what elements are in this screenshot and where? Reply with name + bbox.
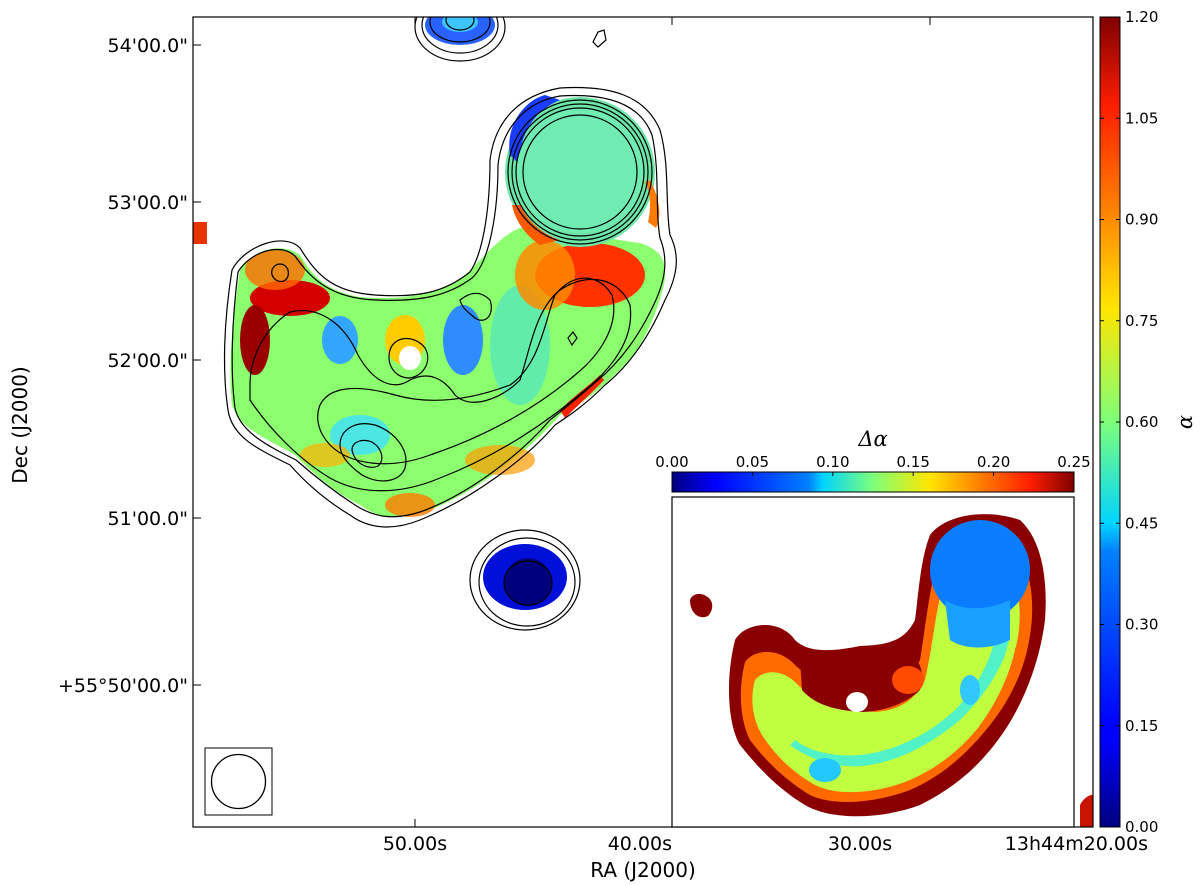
y-tick-label: +55°50'00.0" — [58, 675, 188, 697]
error-patch — [809, 758, 841, 782]
alpha-colorbar-ticks: 0.00 0.15 0.30 0.45 0.60 0.75 0.90 1.05 1.20 — [1100, 8, 1158, 836]
x-tick-label: 13h44m20.00s — [1005, 833, 1148, 855]
alpha-patch — [490, 285, 550, 405]
alpha-colorbar-tick-label: 0.30 — [1125, 616, 1158, 634]
alpha-patch — [240, 305, 270, 375]
delta-alpha-colorbar-tick-label: 0.00 — [655, 453, 688, 471]
alpha-patch — [385, 493, 435, 517]
alpha-patch — [509, 95, 560, 165]
x-axis-label: RA (J2000) — [590, 858, 696, 882]
alpha-patch — [645, 180, 660, 228]
alpha-error-map — [690, 514, 1046, 817]
spectral-index-map — [193, 17, 1093, 827]
delta-alpha-colorbar-tick-label: 0.10 — [816, 453, 849, 471]
y-tick-label: 51'00.0" — [108, 508, 188, 530]
error-blob — [690, 593, 713, 618]
error-patch — [892, 666, 924, 694]
alpha-colorbar-tick-label: 1.05 — [1125, 109, 1158, 127]
beam-box — [204, 747, 273, 816]
alpha-patch — [322, 316, 358, 364]
alpha-colorbar-tick-label: 0.00 — [1125, 818, 1158, 836]
compact-source — [442, 17, 478, 32]
main-frame — [192, 16, 1094, 828]
y-tick-label: 52'00.0" — [108, 350, 188, 372]
alpha-colorbar-tick-label: 0.60 — [1125, 413, 1158, 431]
alpha-patch — [300, 443, 350, 467]
edge-source — [193, 222, 207, 244]
delta-alpha-colorbar-tick-label: 0.25 — [1057, 453, 1090, 471]
error-head-neck — [945, 600, 1010, 648]
alpha-colorbar-tick-label: 1.20 — [1125, 8, 1158, 26]
error-band — [800, 649, 922, 712]
blank-hole — [399, 346, 421, 370]
alpha-colorbar-label: α — [1173, 415, 1197, 429]
delta-alpha-colorbar-tick-label: 0.15 — [896, 453, 929, 471]
compact-source — [504, 558, 552, 606]
y-tick-label: 54'00.0" — [108, 35, 188, 57]
alpha-patch — [560, 375, 604, 418]
alpha-patch — [245, 250, 305, 290]
head-core — [517, 107, 643, 233]
x-tick-label: 30.00s — [828, 833, 892, 855]
alpha-patch — [515, 240, 575, 310]
x-tick-label: 50.00s — [383, 833, 447, 855]
error-interior-cyan — [790, 600, 1011, 767]
alpha-colorbar-tick-label: 0.15 — [1125, 717, 1158, 735]
error-head — [930, 520, 1030, 620]
delta-alpha-colorbar — [671, 471, 1075, 493]
error-patch — [960, 675, 980, 705]
blank-hole — [846, 692, 868, 712]
alpha-colorbar-tick-label: 0.75 — [1125, 312, 1158, 330]
delta-alpha-colorbar-ticks: 0.00 0.05 0.10 0.15 0.20 0.25 — [655, 453, 1091, 476]
alpha-colorbar-tick-label: 0.90 — [1125, 211, 1158, 229]
alpha-colorbar-tick-label: 0.45 — [1125, 514, 1158, 532]
alpha-patch — [443, 305, 483, 375]
delta-alpha-colorbar-label: Δα — [857, 427, 887, 451]
y-axis-label: Dec (J2000) — [8, 366, 32, 483]
alpha-patch — [512, 205, 560, 245]
flux-contours — [223, 17, 677, 631]
edge-source — [1080, 794, 1093, 827]
inset-frame — [671, 496, 1075, 828]
y-tick-label: 53'00.0" — [108, 192, 188, 214]
beam-ellipse — [210, 753, 267, 810]
x-tick-label: 40.00s — [608, 833, 672, 855]
delta-alpha-colorbar-tick-label: 0.05 — [736, 453, 769, 471]
delta-alpha-colorbar-tick-label: 0.20 — [977, 453, 1010, 471]
